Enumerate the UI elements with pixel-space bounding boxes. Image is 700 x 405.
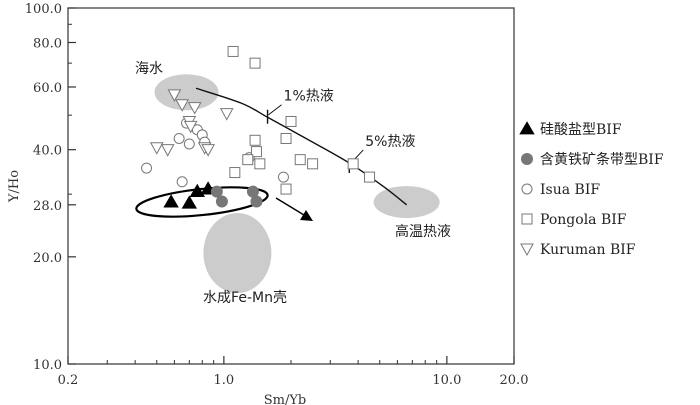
field-regions (154, 74, 440, 294)
pongola-bif-point (347, 158, 359, 170)
kuruman-bif-point (183, 120, 198, 134)
y-tick-label: 20.0 (33, 251, 62, 266)
pongola-bif-point (250, 146, 262, 158)
silicate-bif-point (163, 194, 179, 208)
legend: 硅酸盐型BIF 含黄铁矿条带型BIF Isua BIF Pongola BIF Kuru… (519, 121, 664, 258)
x-axis-label: Sm/Yb (264, 393, 307, 405)
pyrite-banded-bif-legend-label: 含黄铁矿条带型BIF (540, 151, 664, 168)
seawater-field (154, 74, 219, 111)
fe-mn-crust-label: 水成Fe-Mn壳 (203, 289, 287, 306)
isua-bif-point (173, 132, 185, 144)
y-tick-label: 28.0 (33, 199, 62, 214)
data-points (141, 45, 376, 209)
x-tick-label: 1.0 (214, 373, 235, 388)
silicate-bif-point (181, 195, 198, 209)
high-temp-hydrothermal-label: 高温热液 (395, 223, 451, 240)
y-tick-label: 80.0 (33, 36, 62, 51)
x-tick-label: 10.0 (432, 373, 461, 388)
silicate-bif-legend-marker (519, 121, 535, 135)
high-temp-hydrothermal-field (373, 186, 440, 219)
trend-annotation (135, 186, 313, 221)
pongola-bif-point (242, 154, 254, 166)
curve-marker-leader (268, 104, 282, 116)
y-tick-label: 60.0 (33, 81, 62, 96)
kuruman-bif-point (149, 142, 164, 155)
pongola-bif-point (294, 154, 306, 166)
pongola-bif-point (307, 158, 319, 170)
isua-bif-point (277, 171, 289, 183)
pongola-bif-point (229, 167, 241, 179)
pyrite-banded-bif-point (250, 195, 263, 208)
pyrite-banded-bif-point (210, 185, 223, 198)
pongola-bif-point (249, 57, 261, 69)
isua-bif-point (141, 162, 153, 174)
pongola-bif-point (280, 132, 292, 144)
kuruman-bif-legend-label: Kuruman BIF (540, 242, 636, 258)
pongola-bif-point (249, 134, 261, 146)
pongola-bif-point (285, 115, 297, 127)
kuruman-bif-legend-marker (520, 243, 534, 257)
y-tick-label: 100.0 (25, 2, 62, 17)
kuruman-bif-point (167, 89, 182, 102)
axes: 0.2 1.0 10.0 20.0 10.0 20.0 28.0 40.0 60.0 80.0 10… (7, 2, 528, 405)
y-tick-label: 40.0 (33, 144, 62, 159)
kuruman-bif-point (187, 102, 202, 115)
trend-arrow-shaft (275, 197, 305, 216)
pongola-bif-legend-marker (521, 213, 533, 225)
pongola-bif-point (227, 45, 239, 57)
x-tick-label: 20.0 (500, 373, 529, 388)
kuruman-bif-point (219, 108, 234, 121)
isua-bif-point (176, 176, 188, 188)
pyrite-banded-bif-point (215, 195, 228, 208)
bif-group-outline (135, 186, 269, 218)
x-tick-label: 0.2 (58, 373, 79, 388)
isua-bif-legend-label: Isua BIF (540, 182, 600, 198)
curve-marker-label: 1%热液 (284, 89, 334, 105)
silicate-bif-legend-label: 硅酸盐型BIF (540, 122, 622, 138)
y-tick-label: 10.0 (33, 358, 62, 373)
pyrite-banded-bif-point (246, 185, 259, 198)
y-axis-label: Y/Ho (7, 170, 22, 203)
pongola-bif-legend-label: Pongola BIF (540, 212, 627, 228)
curve-marker-label: 5%热液 (365, 134, 415, 150)
pongola-bif-point (364, 171, 376, 183)
kuruman-bif-point (175, 99, 189, 112)
trend-arrow-head (300, 210, 313, 221)
mixing-curve-line (195, 87, 408, 206)
pongola-bif-point (254, 158, 266, 170)
pongola-bif-point (280, 183, 292, 195)
isua-bif-point (183, 138, 195, 150)
hydrogenetic-fe-mn-crust-field (203, 213, 272, 294)
isua-bif-legend-marker (521, 183, 533, 195)
pyrite-banded-bif-legend-marker (521, 153, 533, 165)
kuruman-bif-point (201, 144, 215, 157)
kuruman-bif-point (160, 144, 175, 157)
seawater-label: 海水 (135, 61, 163, 77)
silicate-bif-point (189, 183, 205, 197)
